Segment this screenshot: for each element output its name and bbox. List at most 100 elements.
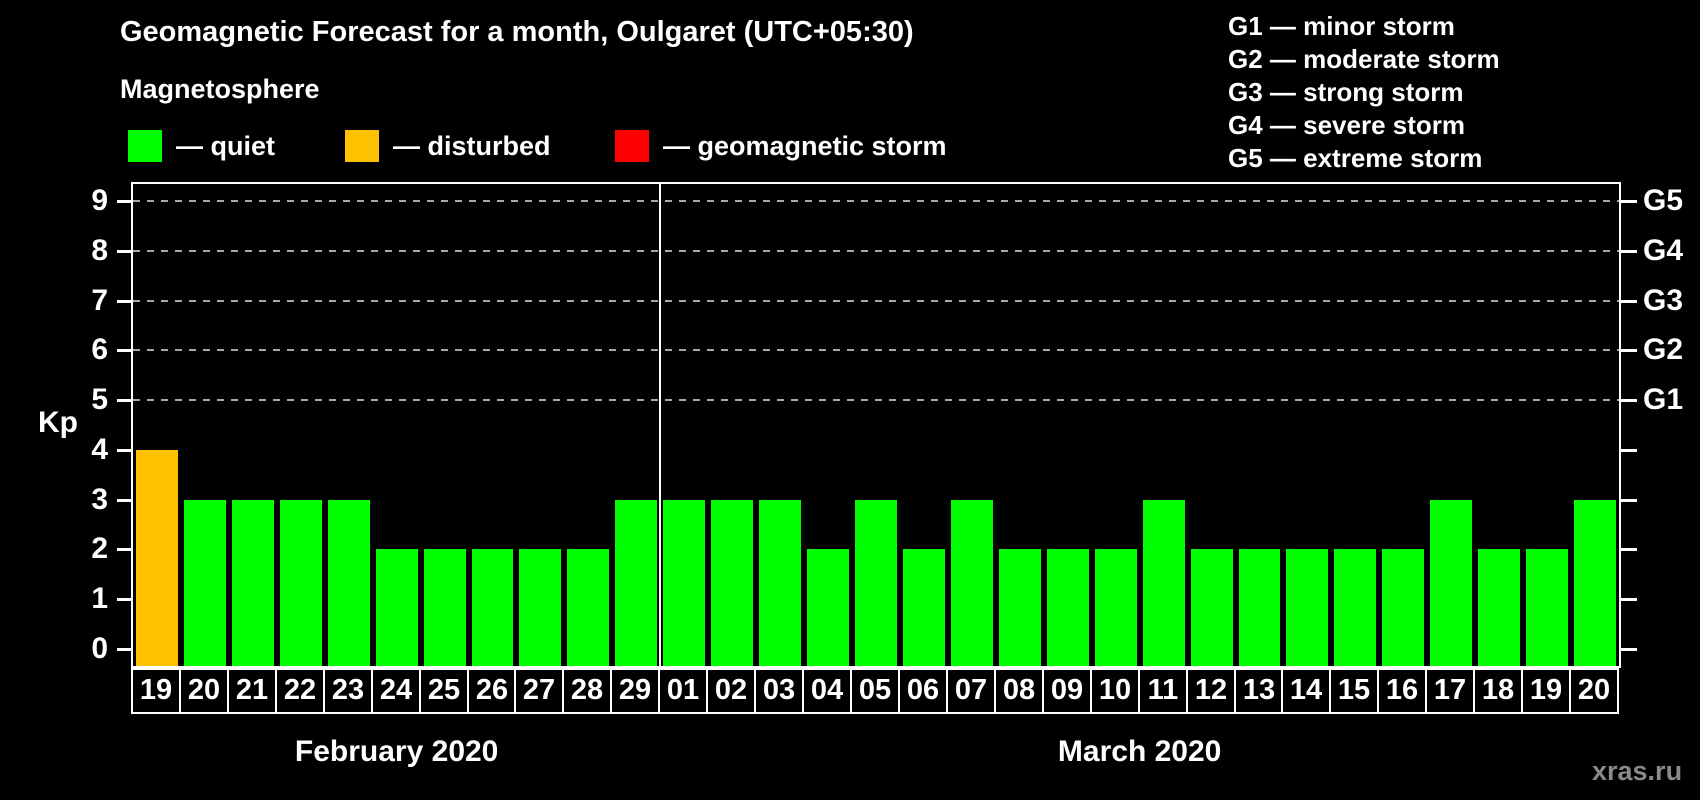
right-axis-tick-4: [1621, 448, 1637, 452]
chart-title: Geomagnetic Forecast for a month, Oulgar…: [120, 16, 914, 48]
right-axis-tick-3: [1621, 498, 1637, 502]
legend-heading: Magnetosphere: [120, 74, 320, 104]
kp-bar-day-27: [519, 549, 562, 666]
day-label-mar-15: 15: [1329, 668, 1379, 714]
month-boundary-line: [659, 184, 662, 666]
kp-bar-day-21: [231, 499, 274, 666]
left-axis-tick-2: [117, 548, 131, 552]
storm-scale-legend-row-g4: G4 — severe storm: [1228, 110, 1466, 140]
kp-bar-day-19: [136, 449, 178, 666]
day-label-feb-20: 20: [179, 668, 229, 714]
watermark: xras.ru: [1592, 756, 1683, 786]
day-label-feb-22: 22: [275, 668, 325, 714]
y-axis-label-4: 4: [91, 432, 108, 466]
kp-bar-day-11: [1142, 499, 1185, 666]
day-label-feb-24: 24: [371, 668, 421, 714]
storm-scale-legend: G1 — minor storm G2 — moderate storm G3 — …: [1228, 10, 1500, 175]
right-axis-tick-9: [1621, 200, 1637, 204]
legend-item-disturbed: — disturbed: [345, 130, 551, 162]
kp-bar-day-16: [1382, 549, 1425, 666]
kp-bar-day-01: [663, 499, 706, 666]
left-axis-tick-0: [117, 647, 131, 651]
day-label-mar-04: 04: [802, 668, 852, 714]
kp-bar-day-26: [471, 549, 514, 666]
gridline-kp-7: [133, 299, 1619, 302]
day-label-mar-06: 06: [898, 668, 948, 714]
y-axis-label-6: 6: [91, 333, 108, 367]
legend-label-geomagnetic-storm: — geomagnetic storm: [663, 130, 947, 161]
kp-bar-day-13: [1238, 549, 1281, 666]
kp-bar-day-07: [950, 499, 993, 666]
gridline-kp-9: [133, 200, 1619, 203]
y-axis-label-9: 9: [91, 184, 108, 218]
right-axis-label-g1: G1: [1643, 383, 1684, 417]
kp-bar-day-18: [1478, 549, 1521, 666]
gridline-kp-6: [133, 349, 1619, 352]
legend-item-quiet: — quiet: [128, 130, 275, 162]
day-label-feb-21: 21: [227, 668, 277, 714]
day-label-mar-17: 17: [1425, 668, 1475, 714]
y-axis-label-5: 5: [91, 383, 108, 417]
left-axis-tick-1: [117, 597, 131, 601]
day-label-mar-13: 13: [1234, 668, 1284, 714]
gridline-kp-5: [133, 399, 1619, 402]
kp-bar-day-22: [279, 499, 322, 666]
day-label-mar-07: 07: [946, 668, 996, 714]
y-axis-label-0: 0: [91, 631, 108, 665]
kp-bar-day-05: [855, 499, 897, 666]
storm-scale-legend-row-g1: G1 — minor storm: [1228, 11, 1455, 41]
kp-bar-day-19: [1526, 549, 1569, 666]
right-axis-label-g2: G2: [1643, 333, 1684, 367]
right-axis-label-g3: G3: [1643, 283, 1684, 317]
storm-scale-legend-row-g3: G3 — strong storm: [1228, 77, 1464, 107]
kp-bar-day-04: [807, 549, 850, 666]
right-axis-tick-8: [1621, 250, 1637, 254]
day-label-feb-29: 29: [610, 668, 660, 714]
day-label-mar-02: 02: [706, 668, 756, 714]
left-axis-tick-3: [117, 498, 131, 502]
day-label-mar-09: 09: [1042, 668, 1092, 714]
storm-scale-legend-row-g2: G2 — moderate storm: [1228, 44, 1500, 74]
day-label-mar-20: 20: [1569, 668, 1619, 714]
day-label-mar-10: 10: [1090, 668, 1140, 714]
geomagnetic-storm-color-swatch: [615, 130, 649, 162]
x-axis-day-labels: 19 20 21 22 23 24 25 26 27 28 29 01 02 03 04 05 06 07 08 09…: [131, 668, 1625, 714]
y-axis-label-1: 1: [91, 581, 108, 615]
plot-area: [131, 182, 1621, 668]
kp-bar-day-17: [1430, 499, 1473, 666]
day-label-mar-12: 12: [1186, 668, 1236, 714]
left-axis-tick-7: [117, 299, 131, 303]
day-label-mar-05: 05: [850, 668, 900, 714]
kp-bar-day-20: [1574, 499, 1616, 666]
quiet-color-swatch: [128, 130, 162, 162]
left-axis-tick-5: [117, 399, 131, 403]
y-axis-label-7: 7: [91, 283, 108, 317]
disturbed-color-swatch: [345, 130, 379, 162]
left-axis-tick-6: [117, 349, 131, 353]
day-label-feb-19: 19: [131, 668, 181, 714]
kp-bar-day-10: [1094, 549, 1137, 666]
right-axis-tick-0: [1621, 647, 1637, 651]
kp-bar-day-14: [1286, 549, 1329, 666]
day-label-mar-01: 01: [658, 668, 708, 714]
kp-bar-day-06: [902, 549, 945, 666]
right-axis-tick-6: [1621, 349, 1637, 353]
kp-bar-day-24: [375, 549, 418, 666]
day-label-mar-18: 18: [1473, 668, 1523, 714]
legend-item-geomagnetic-storm: — geomagnetic storm: [615, 130, 947, 162]
kp-bar-day-12: [1190, 549, 1233, 666]
right-axis-label-g5: G5: [1643, 184, 1684, 218]
kp-bar-day-25: [423, 549, 466, 666]
kp-bar-day-29: [615, 499, 658, 666]
month-label-march: March 2020: [1057, 735, 1222, 768]
day-label-feb-23: 23: [323, 668, 373, 714]
day-label-mar-08: 08: [994, 668, 1044, 714]
y-axis-label-8: 8: [91, 234, 108, 268]
y-axis-label-2: 2: [91, 532, 108, 566]
legend-label-disturbed: — disturbed: [393, 130, 551, 161]
day-label-mar-16: 16: [1377, 668, 1427, 714]
day-label-feb-28: 28: [562, 668, 612, 714]
kp-bar-day-28: [567, 549, 610, 666]
day-label-feb-25: 25: [419, 668, 469, 714]
day-label-feb-26: 26: [467, 668, 517, 714]
